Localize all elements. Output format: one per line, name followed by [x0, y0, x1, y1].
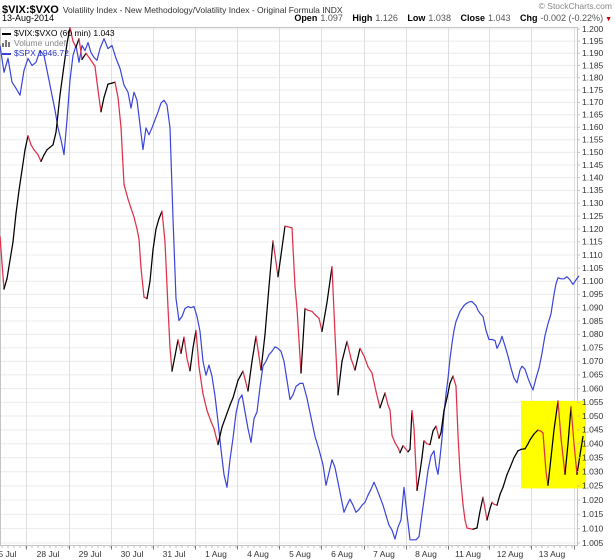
svg-text:1.130: 1.130: [582, 198, 604, 208]
quote-date: 13-Aug-2014: [2, 13, 55, 23]
svg-text:1.060: 1.060: [582, 383, 604, 393]
svg-text:1.020: 1.020: [582, 495, 604, 505]
svg-text:1.115: 1.115: [582, 237, 603, 247]
low-value: 1.038: [428, 13, 451, 23]
svg-text:1.085: 1.085: [582, 316, 604, 326]
svg-text:1.150: 1.150: [582, 147, 604, 157]
svg-text:1.170: 1.170: [582, 97, 604, 107]
legend-item-volume: Volume undef: [2, 38, 115, 48]
svg-text:4 Aug: 4 Aug: [247, 549, 269, 559]
svg-text:7 Aug: 7 Aug: [373, 549, 395, 559]
svg-text:1 Aug: 1 Aug: [205, 549, 227, 559]
svg-text:1.015: 1.015: [582, 509, 604, 519]
svg-text:1.165: 1.165: [582, 110, 604, 120]
volume-bars-icon: [2, 40, 11, 48]
svg-text:5 Aug: 5 Aug: [289, 549, 311, 559]
svg-text:8 Aug: 8 Aug: [415, 549, 437, 559]
close-value: 1.043: [487, 13, 511, 23]
svg-text:1.155: 1.155: [582, 135, 604, 145]
stockcharts-copyright: © StockCharts.com: [538, 1, 612, 11]
svg-text:1.100: 1.100: [582, 276, 604, 286]
svg-text:1.070: 1.070: [582, 356, 604, 366]
svg-text:31 Jul: 31 Jul: [163, 549, 186, 559]
x-axis-labels: 25 Jul 28 Jul 29 Jul 30 Jul 31 Jul 1 Aug 4 Aug…: [0, 549, 566, 559]
spx-line: [0, 38, 580, 541]
plot-border: [0, 27, 578, 546]
svg-text:1.145: 1.145: [582, 160, 604, 170]
svg-text:1.135: 1.135: [582, 185, 604, 195]
y-axis-labels: 1.200 1.195 1.190 1.185 1.180 1.175 1.170 1.165…: [577, 24, 604, 548]
chg-value: -0.002 (-0.22%): [540, 13, 604, 23]
ohlc-readout: Open 1.097 High 1.126 Low 1.038 Close 1.043 …: [287, 13, 612, 23]
svg-text:25 Jul: 25 Jul: [0, 549, 16, 559]
chart-header: $VIX:$VXO Volatility Index - New Methodol…: [2, 0, 613, 16]
legend-item-vix-vxo: $VIX:$VXO (60 min) 1.043: [2, 28, 115, 38]
svg-text:1.065: 1.065: [582, 370, 604, 380]
svg-text:1.195: 1.195: [582, 36, 604, 46]
svg-text:1.025: 1.025: [582, 481, 604, 491]
high-label: High: [352, 13, 373, 23]
chg-label: Chg: [520, 13, 538, 23]
svg-text:1.080: 1.080: [582, 329, 604, 339]
svg-text:30 Jul: 30 Jul: [121, 549, 144, 559]
horizontal-gridlines: [1, 28, 577, 544]
legend-vix-label: $VIX:$VXO (60 min) 1.043: [14, 28, 115, 38]
chart-legend: $VIX:$VXO (60 min) 1.043 Volume undef $S…: [2, 28, 115, 58]
spx-line-swatch-icon: [2, 52, 11, 55]
svg-text:1.125: 1.125: [582, 211, 604, 221]
open-label: Open: [294, 13, 318, 23]
svg-text:1.140: 1.140: [582, 172, 604, 182]
svg-text:1.185: 1.185: [582, 60, 604, 70]
open-value: 1.097: [320, 13, 343, 23]
svg-text:1.075: 1.075: [582, 343, 604, 353]
svg-text:1.090: 1.090: [582, 302, 604, 312]
svg-text:13 Aug: 13 Aug: [539, 549, 566, 559]
svg-text:1.110: 1.110: [582, 250, 603, 260]
svg-text:1.005: 1.005: [582, 538, 604, 548]
svg-text:1.040: 1.040: [582, 439, 604, 449]
svg-text:1.030: 1.030: [582, 467, 604, 477]
highlight-annotation: [521, 400, 586, 489]
quote-row: 13-Aug-2014 Open 1.097 High 1.126 Low 1.038…: [2, 13, 613, 25]
vix-line-swatch-icon: [2, 32, 11, 35]
svg-text:1.105: 1.105: [582, 263, 604, 273]
svg-text:28 Jul: 28 Jul: [37, 549, 60, 559]
svg-text:6 Aug: 6 Aug: [331, 549, 353, 559]
svg-text:1.050: 1.050: [582, 411, 604, 421]
svg-text:1.180: 1.180: [582, 73, 604, 83]
svg-text:29 Jul: 29 Jul: [79, 549, 102, 559]
svg-text:1.190: 1.190: [582, 48, 604, 58]
close-label: Close: [460, 13, 485, 23]
svg-text:11 Aug: 11 Aug: [455, 549, 481, 559]
low-label: Low: [407, 13, 426, 23]
high-value: 1.126: [375, 13, 398, 23]
legend-item-spx: $SPX 1946.72: [2, 48, 115, 58]
svg-text:12 Aug: 12 Aug: [497, 549, 524, 559]
svg-text:1.095: 1.095: [582, 289, 604, 299]
svg-text:1.035: 1.035: [582, 453, 604, 463]
vix-vxo-line: [0, 27, 584, 530]
legend-spx-label: $SPX 1946.72: [14, 48, 69, 58]
svg-text:1.175: 1.175: [582, 85, 604, 95]
ticker-description: Volatility Index - New Methodology/Volat…: [62, 5, 343, 15]
legend-volume-label: Volume undef: [14, 38, 66, 48]
svg-text:1.010: 1.010: [582, 523, 604, 533]
change-down-triangle-icon: ▼: [605, 16, 612, 23]
svg-text:1.200: 1.200: [582, 24, 604, 34]
svg-text:1.055: 1.055: [582, 397, 604, 407]
ticker-symbol: $VIX:$VXO: [2, 4, 59, 16]
svg-text:1.160: 1.160: [582, 122, 604, 132]
svg-text:1.120: 1.120: [582, 224, 604, 234]
svg-text:1.045: 1.045: [582, 425, 604, 435]
x-axis-minor-ticks: [1, 546, 575, 550]
vertical-gridlines: [26, 28, 575, 545]
